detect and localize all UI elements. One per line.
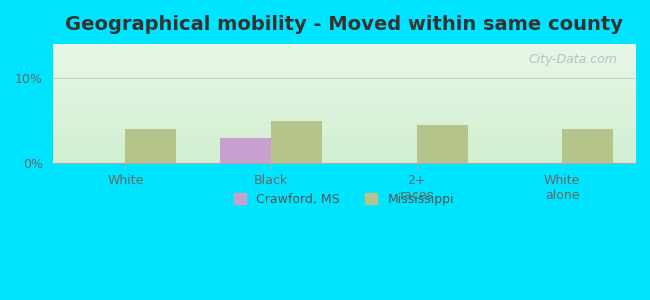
- Bar: [417, 125, 467, 163]
- Bar: [220, 138, 271, 163]
- Text: City-Data.com: City-Data.com: [528, 53, 618, 66]
- Bar: [562, 129, 613, 163]
- Bar: [271, 121, 322, 163]
- Bar: [125, 129, 176, 163]
- Legend: Crawford, MS, Mississippi: Crawford, MS, Mississippi: [229, 188, 459, 211]
- Title: Geographical mobility - Moved within same county: Geographical mobility - Moved within sam…: [65, 15, 623, 34]
